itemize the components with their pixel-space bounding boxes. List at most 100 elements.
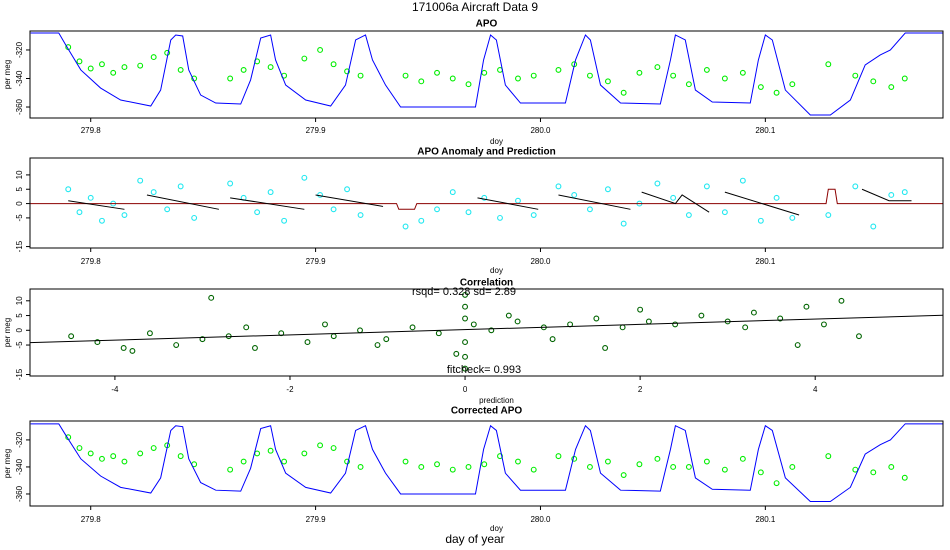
data-point bbox=[870, 78, 877, 85]
data-point bbox=[240, 66, 247, 73]
data-point bbox=[99, 217, 105, 224]
data-point bbox=[888, 192, 895, 198]
y-axis-label: per meg bbox=[3, 60, 12, 89]
data-point bbox=[821, 321, 827, 328]
data-point bbox=[488, 327, 495, 334]
data-point bbox=[586, 72, 593, 79]
data-point bbox=[330, 206, 337, 213]
data-point bbox=[901, 75, 908, 82]
data-point bbox=[418, 217, 425, 224]
data-line bbox=[30, 32, 943, 116]
x-tick-label: 280.0 bbox=[530, 126, 551, 135]
data-point bbox=[672, 321, 679, 328]
data-point bbox=[870, 469, 877, 476]
y-axis-label: per meg bbox=[3, 318, 12, 347]
data-point bbox=[164, 206, 171, 213]
data-point bbox=[470, 321, 477, 328]
data-point bbox=[374, 342, 381, 348]
y-tick-label: 5 bbox=[15, 313, 24, 318]
plot-area bbox=[30, 291, 943, 372]
data-point bbox=[852, 72, 859, 79]
data-point bbox=[757, 84, 764, 91]
data-point bbox=[514, 318, 521, 325]
data-point bbox=[703, 183, 710, 190]
x-tick-label: 0 bbox=[463, 385, 468, 394]
data-point bbox=[721, 209, 728, 216]
data-point bbox=[243, 324, 250, 331]
data-point bbox=[330, 333, 337, 340]
y-tick-label: 0 bbox=[15, 201, 24, 206]
data-point bbox=[794, 342, 801, 348]
plot-area bbox=[30, 174, 943, 230]
x-tick-label: 279.8 bbox=[81, 515, 102, 524]
annotation: rsqd= 0.328 sd= 2.89 bbox=[412, 286, 516, 298]
x-tick-label: 279.9 bbox=[306, 126, 327, 135]
data-point bbox=[164, 49, 171, 56]
data-point bbox=[173, 342, 180, 348]
x-tick-label: 279.8 bbox=[81, 257, 102, 266]
y-tick-label: -5 bbox=[15, 214, 24, 222]
y-tick-label: -340 bbox=[15, 70, 24, 87]
data-point bbox=[402, 223, 409, 230]
data-point bbox=[402, 458, 409, 465]
data-point bbox=[636, 461, 643, 468]
data-point bbox=[177, 183, 184, 190]
data-point bbox=[304, 339, 311, 346]
data-point bbox=[199, 336, 206, 343]
data-point bbox=[434, 461, 440, 468]
data-point bbox=[481, 194, 488, 201]
data-point bbox=[254, 209, 261, 216]
data-point bbox=[76, 209, 83, 216]
x-axis-label: prediction bbox=[479, 396, 514, 405]
data-point bbox=[94, 339, 101, 346]
data-line bbox=[30, 423, 943, 503]
data-point bbox=[698, 312, 705, 319]
data-point bbox=[137, 450, 144, 457]
data-point bbox=[177, 66, 184, 73]
data-point bbox=[777, 315, 784, 322]
data-point bbox=[515, 458, 521, 465]
data-point bbox=[685, 81, 692, 88]
x-axis-label: doy bbox=[490, 137, 503, 146]
data-point bbox=[344, 186, 351, 193]
data-point bbox=[870, 223, 877, 230]
data-point bbox=[121, 458, 128, 465]
data-point bbox=[703, 66, 710, 73]
data-point bbox=[645, 318, 652, 325]
data-point bbox=[462, 339, 469, 346]
data-point bbox=[330, 61, 337, 68]
x-tick-label: 279.8 bbox=[81, 126, 102, 135]
data-point bbox=[110, 69, 117, 76]
panel-title: Correlation bbox=[460, 278, 513, 289]
data-point bbox=[888, 463, 895, 470]
data-point bbox=[227, 466, 234, 473]
data-point bbox=[462, 291, 469, 298]
data-point bbox=[76, 58, 83, 65]
data-point bbox=[301, 450, 308, 457]
data-point bbox=[317, 47, 324, 53]
data-point bbox=[267, 64, 274, 71]
data-point bbox=[150, 189, 157, 196]
data-point bbox=[137, 177, 144, 184]
plot-frame bbox=[29, 157, 944, 249]
data-point bbox=[110, 453, 117, 460]
data-point bbox=[462, 303, 469, 310]
data-point bbox=[281, 217, 288, 224]
data-point bbox=[87, 450, 94, 457]
x-tick-label: -2 bbox=[286, 385, 294, 394]
data-point bbox=[586, 463, 593, 470]
data-point bbox=[177, 453, 184, 460]
figure-x-label: day of year bbox=[445, 532, 504, 546]
data-point bbox=[825, 453, 832, 460]
data-point bbox=[852, 183, 859, 190]
data-point bbox=[99, 455, 105, 462]
data-point bbox=[530, 212, 537, 218]
y-tick-label: 5 bbox=[15, 186, 24, 191]
data-point bbox=[739, 69, 746, 76]
data-point bbox=[549, 336, 556, 343]
data-point bbox=[636, 69, 643, 76]
data-point bbox=[418, 78, 425, 85]
y-tick-label: -15 bbox=[15, 368, 24, 380]
data-point bbox=[357, 212, 364, 218]
